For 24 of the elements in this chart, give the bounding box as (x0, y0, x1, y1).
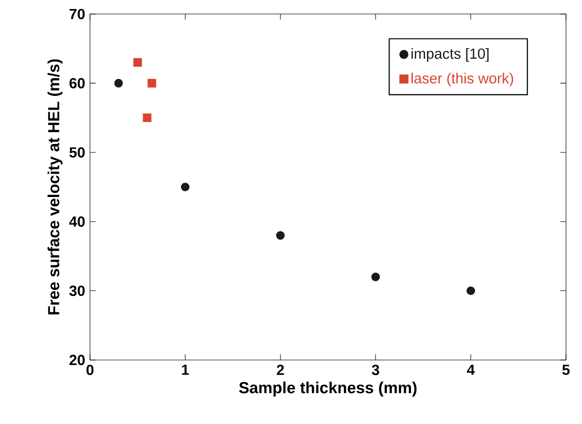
legend-label: laser (this work) (412, 72, 514, 86)
y-tick-label: 70 (70, 8, 85, 20)
point (180, 182, 190, 192)
legend-label: impacts [10] (412, 48, 489, 62)
x-axis-title: Sample thickness (mm) (239, 382, 417, 397)
point (276, 231, 285, 240)
x-tick-label: 3 (372, 364, 380, 376)
point (133, 58, 142, 67)
point (148, 78, 156, 88)
y-tick-label: 20 (69, 354, 85, 366)
x-tick-label: 4 (466, 364, 475, 375)
point (142, 114, 152, 122)
x-tick-label: 5 (562, 364, 570, 375)
y-tick-label: 30 (69, 286, 85, 296)
x-tick-label: 1 (182, 364, 189, 375)
point (371, 272, 380, 282)
x-tick-label: 2 (276, 364, 284, 375)
y-tick-label: 50 (69, 147, 85, 158)
x-tick-label: 0 (86, 364, 94, 376)
point (114, 78, 123, 88)
y-tick-label: 60 (70, 78, 85, 88)
point (466, 286, 476, 296)
y-axis-title: Free surface velocity at HEL (m/s) (48, 59, 62, 314)
y-tick-label: 40 (69, 216, 85, 227)
